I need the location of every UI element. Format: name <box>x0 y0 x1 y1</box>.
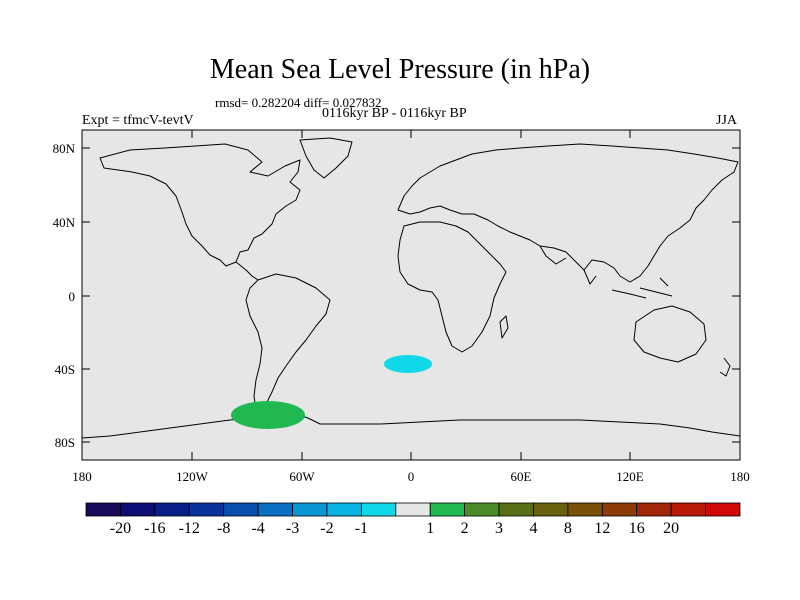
coast-antarctica <box>81 409 741 439</box>
x-tick-label: 0 <box>408 469 415 484</box>
y-tick-label: 40N <box>53 215 76 230</box>
x-tick-label: 60E <box>511 469 532 484</box>
season-label: JJA <box>716 113 738 128</box>
colorbar-label: -4 <box>251 520 264 537</box>
x-tick-label: 120W <box>176 469 209 484</box>
colorbar-label: -3 <box>286 520 299 537</box>
colorbar-label: 16 <box>629 520 645 537</box>
y-tick-label: 40S <box>55 362 75 377</box>
colorbar-swatch <box>85 502 121 517</box>
colorbar-label: 4 <box>529 520 537 537</box>
colorbar-swatch <box>326 502 362 517</box>
x-tick-label: 60W <box>289 469 315 484</box>
colorbar-label: 8 <box>564 520 572 537</box>
period-label: 0116kyr BP - 0116kyr BP <box>322 106 467 121</box>
colorbar-swatch <box>705 502 741 517</box>
colorbar-swatch <box>154 502 190 517</box>
colorbar-label: 2 <box>461 520 469 537</box>
stats-label: rmsd= 0.282204 diff= 0.027832 <box>215 95 382 110</box>
x-tick-label: 120E <box>616 469 644 484</box>
x-tick-label: 180 <box>72 469 92 484</box>
coast-south-america <box>245 273 331 415</box>
colorbar-label: -2 <box>320 520 333 537</box>
colorbar-swatch <box>429 502 466 517</box>
colorbar-swatch <box>188 502 225 517</box>
colorbar-swatch <box>464 502 500 517</box>
y-tick-label: 80N <box>53 141 76 156</box>
colorbar-label: -1 <box>355 520 368 537</box>
y-tick-label: 80S <box>55 435 75 450</box>
colorbar-swatch <box>360 502 397 517</box>
coast-eurasia <box>397 143 739 283</box>
colorbar-label: -8 <box>217 520 230 537</box>
colorbar-swatch <box>498 502 534 517</box>
anomaly-south-atlantic <box>384 355 432 373</box>
colorbar-label: -20 <box>110 520 131 537</box>
colorbar-swatch <box>120 502 156 517</box>
map-title: Mean Sea Level Pressure (in hPa) <box>209 54 591 85</box>
colorbar-label: 12 <box>594 520 610 537</box>
colorbar-swatch <box>670 502 706 517</box>
x-axis-labels: 180 120W 60W 0 60E 120E 180 <box>72 469 750 484</box>
colorbar-label: -16 <box>144 520 165 537</box>
coast-central-america <box>235 261 259 281</box>
colorbar-swatch <box>292 502 328 517</box>
colorbar-swatch <box>257 502 293 517</box>
colorbar-swatch <box>395 502 431 517</box>
coast-north-america <box>99 143 301 267</box>
experiment-label: Expt = tfmcV-tevtV <box>82 113 194 128</box>
coast-australia <box>633 305 707 363</box>
x-tick-label: 180 <box>730 469 750 484</box>
coast-sea-islands <box>611 277 673 299</box>
y-axis-labels: 80N 40N 0 40S 80S <box>53 141 76 450</box>
colorbar-swatch <box>601 502 638 517</box>
colorbar-swatch <box>567 502 603 517</box>
y-tick-label: 0 <box>69 289 76 304</box>
coast-madagascar <box>499 315 509 339</box>
anomaly-amundsen-sea <box>231 401 305 429</box>
axis-ticks <box>81 130 741 460</box>
colorbar-label: 1 <box>426 520 434 537</box>
coast-africa <box>397 221 507 353</box>
colorbar-label: 20 <box>663 520 679 537</box>
coast-new-zealand <box>719 357 731 377</box>
coastlines <box>81 137 741 439</box>
colorbar-swatch <box>223 502 259 517</box>
coast-india <box>539 245 597 285</box>
map-plot-area <box>81 129 741 461</box>
colorbar-swatch <box>636 502 672 517</box>
colorbar-label: -12 <box>179 520 200 537</box>
colorbar-label: 3 <box>495 520 503 537</box>
coast-greenland <box>299 137 353 179</box>
colorbar-swatch <box>533 502 569 517</box>
colorbar: -20 -16 -12 -8 -4 -3 -2 -1 1 2 3 4 8 12 16 20 <box>85 502 741 537</box>
